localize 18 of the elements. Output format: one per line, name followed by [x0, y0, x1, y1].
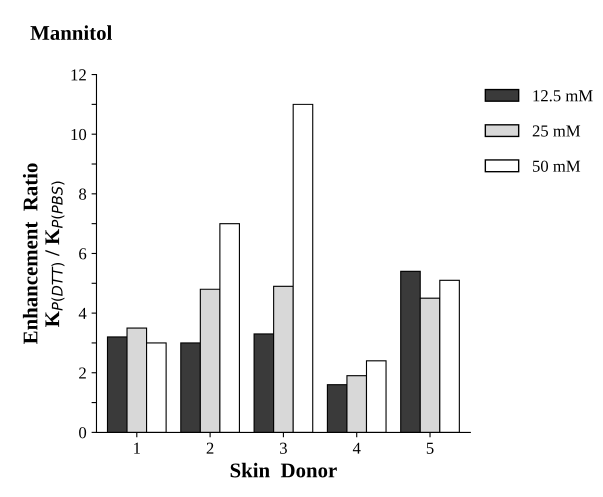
x-tick-label: 1 [134, 442, 140, 454]
chart-title: Mannitol [30, 25, 112, 40]
y-axis-title: Enhancement Ratio K$_{P(DTT)}$ / K$_{P(PBS)}$ [22, 163, 64, 344]
y-tick-label: 4 [78, 308, 86, 319]
x-tick-label: 4 [352, 442, 361, 454]
legend-label: 25 mM [532, 125, 580, 137]
x-axis-title: Skin Donor [230, 462, 337, 478]
legend-label: 12.5 mM [533, 90, 593, 102]
legend-label: 50 mM [532, 160, 580, 172]
y-tick-label: 12 [72, 69, 86, 80]
y-tick-label: 6 [79, 248, 86, 260]
y-tick-label: 0 [79, 427, 86, 438]
y-tick-label: 2 [79, 367, 86, 379]
y-tick-label: 10 [72, 128, 86, 140]
x-tick-label: 5 [426, 442, 434, 454]
x-tick-label: 2 [206, 442, 214, 454]
x-tick-label: 3 [280, 442, 287, 454]
y-tick-label: 8 [79, 188, 86, 200]
